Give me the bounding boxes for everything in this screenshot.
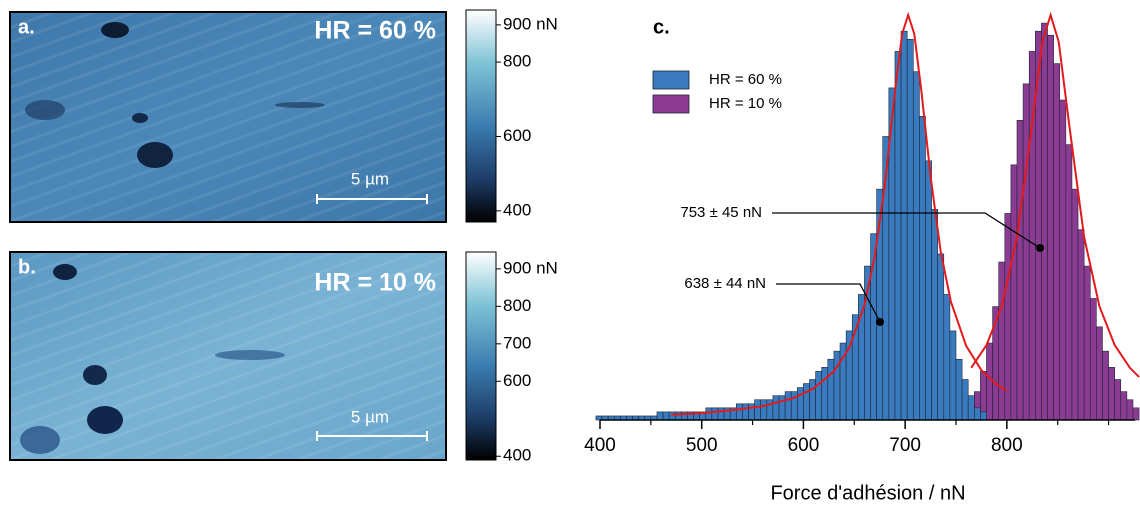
histogram-bar bbox=[711, 407, 719, 421]
histogram-bar bbox=[1059, 99, 1067, 421]
afm-image-b bbox=[9, 251, 447, 461]
afm-image-a bbox=[9, 11, 447, 223]
panel-label: c. bbox=[653, 16, 670, 38]
histogram-bar bbox=[1089, 298, 1097, 421]
histogram-bar bbox=[821, 367, 829, 421]
histogram-bar bbox=[943, 294, 951, 421]
histogram-bar bbox=[1041, 22, 1048, 421]
histogram-bar bbox=[705, 407, 713, 421]
histogram-bar bbox=[931, 209, 938, 421]
histogram-bar bbox=[961, 379, 969, 421]
histogram-bar bbox=[1065, 144, 1073, 421]
histogram-bar bbox=[717, 407, 725, 421]
x-axis-title: Force d'adhésion / nN bbox=[770, 482, 965, 504]
histogram-bar bbox=[973, 407, 981, 421]
panel-label: a. bbox=[18, 16, 35, 38]
panel-label: b. bbox=[18, 256, 36, 278]
histogram-bar bbox=[760, 399, 768, 421]
histogram-bar bbox=[1120, 391, 1128, 421]
histogram-bar bbox=[803, 383, 810, 421]
histogram-bar bbox=[1126, 399, 1134, 421]
histogram-bar bbox=[980, 411, 987, 421]
histogram-bar bbox=[1053, 63, 1061, 421]
histogram-bar bbox=[894, 51, 902, 421]
colorbar-tick-label: 400 bbox=[503, 200, 531, 219]
legend-swatch bbox=[652, 94, 690, 114]
annotation: 753 ± 45 nN bbox=[680, 204, 762, 221]
histogram-bar bbox=[912, 71, 920, 421]
x-tick-label: 400 bbox=[584, 435, 616, 456]
colorbar-tick-label: 600 bbox=[503, 126, 531, 145]
x-tick-label: 800 bbox=[991, 435, 1023, 456]
histogram-bar bbox=[1010, 164, 1018, 421]
histogram-bar bbox=[815, 371, 823, 421]
histogram-bar bbox=[925, 160, 932, 421]
annotation: 638 ± 44 nN bbox=[684, 275, 766, 292]
fit-curve bbox=[671, 11, 1008, 416]
legend-label: HR = 60 % bbox=[709, 71, 782, 88]
colorbar-tick-label: 800 bbox=[503, 296, 531, 315]
histogram-bar bbox=[1102, 350, 1109, 421]
colorbar-tick-label: 400 bbox=[503, 446, 531, 465]
histogram-bar bbox=[986, 342, 993, 421]
colorbar-tick-label: 900 nN bbox=[503, 14, 558, 33]
histogram-bar bbox=[809, 379, 816, 421]
legend-swatch bbox=[652, 70, 690, 90]
colorbar-tick-label: 700 bbox=[503, 333, 531, 352]
histogram-bar bbox=[754, 399, 762, 421]
image-title: HR = 10 % bbox=[314, 269, 436, 297]
x-tick-label: 500 bbox=[686, 435, 718, 456]
histogram-bar bbox=[778, 395, 786, 421]
histogram-bar bbox=[784, 391, 792, 421]
histogram-bar bbox=[1114, 379, 1122, 421]
annotation-leader bbox=[772, 212, 1041, 249]
histogram-bar bbox=[906, 38, 914, 421]
histogram-bar bbox=[742, 403, 749, 421]
histogram-bar bbox=[1071, 188, 1079, 421]
histogram-bar bbox=[674, 411, 682, 421]
histogram-bar bbox=[772, 395, 780, 421]
histogram-bar bbox=[919, 115, 926, 421]
colorbar bbox=[465, 251, 497, 461]
colorbar bbox=[465, 9, 497, 223]
colorbar-tick-label: 600 bbox=[503, 371, 531, 390]
histogram-bar bbox=[748, 403, 755, 421]
histogram-bar bbox=[827, 358, 835, 421]
histogram-bar bbox=[797, 387, 804, 421]
histogram-bar bbox=[1077, 229, 1085, 421]
histogram-bar bbox=[735, 403, 743, 421]
scalebar-label: 5 µm bbox=[351, 169, 389, 188]
histogram-bar bbox=[1083, 265, 1091, 421]
histogram-bar bbox=[656, 411, 664, 421]
annotation-leader bbox=[776, 283, 881, 323]
histogram-bar bbox=[1096, 326, 1103, 421]
image-title: HR = 60 % bbox=[314, 17, 436, 45]
histogram-bar bbox=[662, 411, 670, 421]
histogram-bar bbox=[833, 350, 841, 421]
x-tick-label: 700 bbox=[889, 435, 921, 456]
histogram-bar bbox=[1047, 34, 1054, 421]
histogram-bar bbox=[949, 330, 957, 421]
histogram-bar bbox=[955, 358, 963, 421]
histogram-bar bbox=[967, 395, 975, 421]
histogram-bar bbox=[900, 30, 908, 421]
annotation-dot bbox=[876, 318, 884, 326]
histogram-bar bbox=[1022, 83, 1030, 421]
fit-curve bbox=[970, 11, 1140, 378]
scalebar-label: 5 µm bbox=[351, 407, 389, 426]
colorbar-tick-label: 800 bbox=[503, 52, 531, 71]
x-tick-label: 600 bbox=[788, 435, 820, 456]
histogram-bar bbox=[1016, 120, 1024, 421]
legend-label: HR = 10 % bbox=[709, 95, 782, 112]
histogram-bar bbox=[1132, 407, 1140, 421]
histogram-bar bbox=[1108, 367, 1115, 421]
histogram-bar bbox=[937, 253, 945, 421]
histogram-bar bbox=[998, 261, 1006, 421]
annotation-dot bbox=[1036, 244, 1044, 252]
histogram-bar bbox=[668, 411, 676, 421]
colorbar-tick-label: 900 nN bbox=[503, 258, 558, 277]
